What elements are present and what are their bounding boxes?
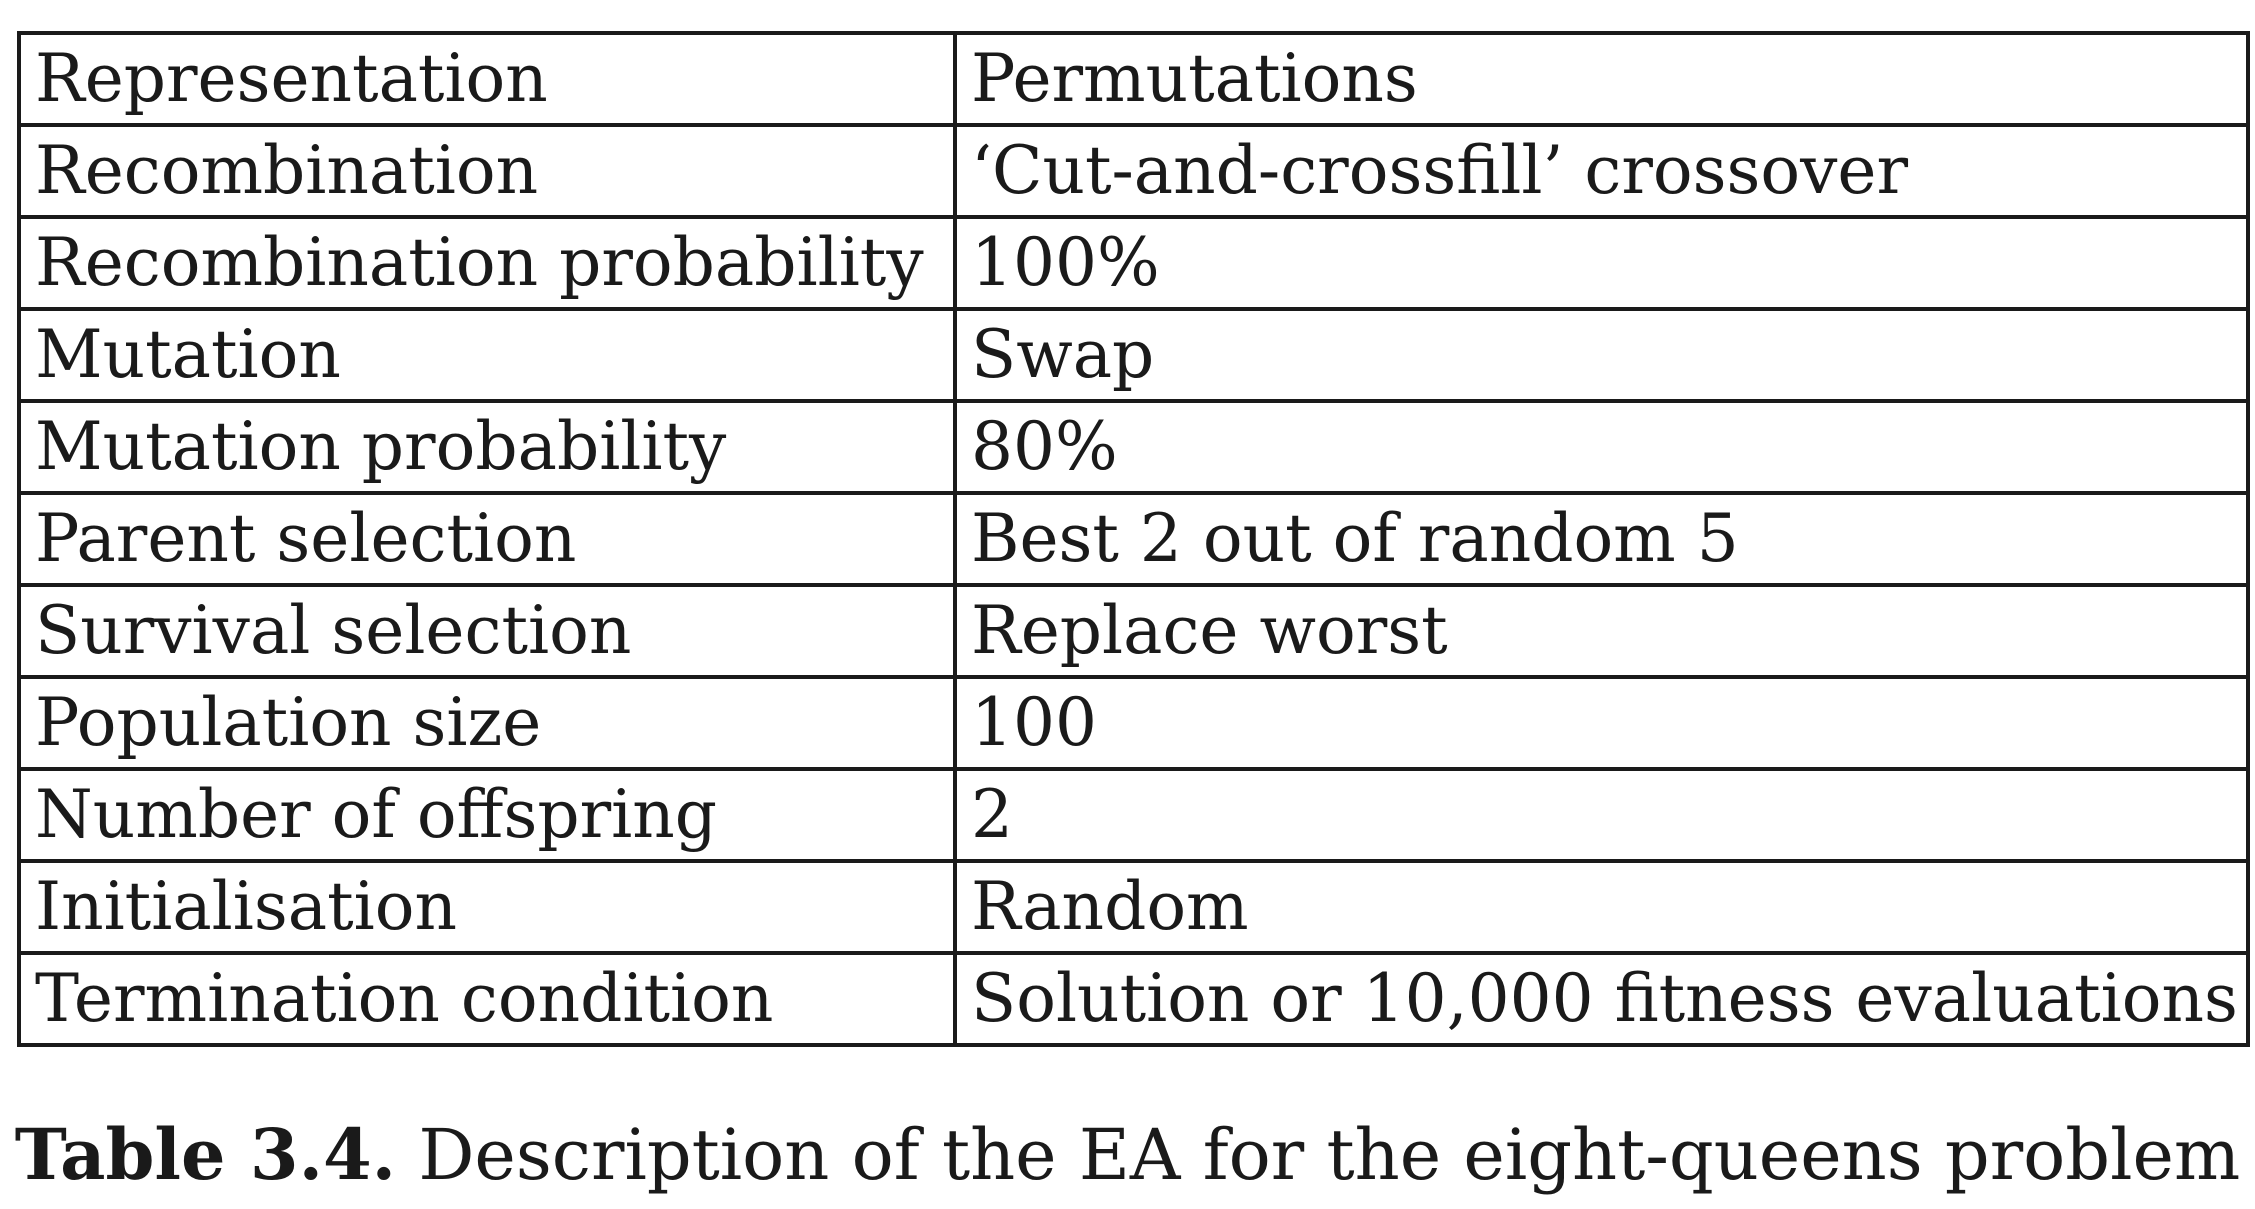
value-cell: 80% [953, 399, 2250, 495]
table-row: Termination condition Solution or 10,000… [17, 951, 2250, 1047]
value-cell: 100% [953, 215, 2250, 311]
parameter-cell: Mutation probability [17, 399, 957, 495]
ea-parameters-table: Representation Permutations Recombinatio… [17, 31, 2250, 1047]
table-caption: Table 3.4. Description of the EA for the… [0, 1110, 2255, 1200]
value-cell: Random [953, 859, 2250, 955]
parameter-cell: Initialisation [17, 859, 957, 955]
parameter-cell: Representation [17, 31, 957, 127]
value-cell: ‘Cut-and-crossfill’ crossover [953, 123, 2250, 219]
parameter-cell: Termination condition [17, 951, 957, 1047]
parameter-cell: Parent selection [17, 491, 957, 587]
parameter-cell: Number of offspring [17, 767, 957, 863]
caption-label: Table 3.4. [14, 1113, 397, 1196]
parameter-cell: Survival selection [17, 583, 957, 679]
table-row: Parent selection Best 2 out of random 5 [17, 491, 2250, 587]
table-row: Initialisation Random [17, 859, 2250, 955]
value-cell: Best 2 out of random 5 [953, 491, 2250, 587]
table-row: Representation Permutations [17, 31, 2250, 127]
table-row: Recombination probability 100% [17, 215, 2250, 311]
caption-text: Description of the EA for the eight-quee… [418, 1114, 2241, 1196]
table-row: Recombination ‘Cut-and-crossfill’ crosso… [17, 123, 2250, 219]
parameter-cell: Population size [17, 675, 957, 771]
value-cell: Swap [953, 307, 2250, 403]
value-cell: Solution or 10,000 fitness evaluations [953, 951, 2250, 1047]
table-row: Survival selection Replace worst [17, 583, 2250, 679]
parameter-cell: Recombination [17, 123, 957, 219]
table-row: Number of offspring 2 [17, 767, 2250, 863]
table-row: Population size 100 [17, 675, 2250, 771]
value-cell: 2 [953, 767, 2250, 863]
parameter-cell: Mutation [17, 307, 957, 403]
table-row: Mutation probability 80% [17, 399, 2250, 495]
value-cell: 100 [953, 675, 2250, 771]
value-cell: Permutations [953, 31, 2250, 127]
table-row: Mutation Swap [17, 307, 2250, 403]
value-cell: Replace worst [953, 583, 2250, 679]
ea-parameters-table-container: Representation Permutations Recombinatio… [17, 31, 2250, 1047]
parameter-cell: Recombination probability [17, 215, 957, 311]
